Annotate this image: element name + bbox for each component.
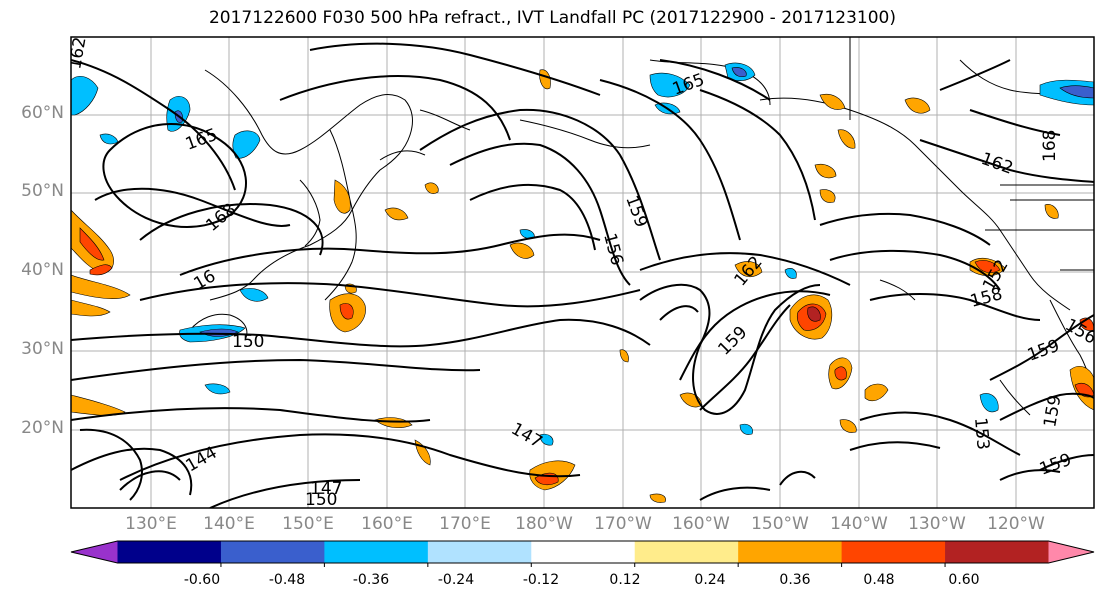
lon-label: 160°W	[672, 514, 730, 534]
colorbar-tick-label: -0.12	[522, 572, 560, 588]
lon-label: 120°W	[987, 514, 1045, 534]
colorbar-segment	[220, 541, 325, 563]
colorbar-outline	[70, 540, 1095, 564]
colorbar-tick-label: -0.48	[268, 572, 306, 588]
map-plot-area: 162 165 165 168 16 150 159 156 162 159 1…	[65, 35, 1094, 510]
lon-label: 170°E	[439, 514, 491, 534]
colorbar-tick-label: 0.12	[609, 572, 641, 588]
colorbar-segment	[738, 541, 843, 563]
lat-label: 20°N	[21, 418, 64, 438]
colorbar-tick-label: 0.48	[863, 572, 895, 588]
colorbar-tick-label: 0.24	[694, 572, 726, 588]
contour-label: 150	[232, 332, 264, 352]
graticule	[71, 37, 1094, 508]
lat-label: 30°N	[21, 339, 64, 359]
colorbar-tick-label: -0.24	[437, 572, 475, 588]
contour-label: 147	[310, 479, 342, 499]
lat-label: 50°N	[21, 181, 64, 201]
colorbar-tick-label: 0.60	[948, 572, 980, 588]
colorbar-tick-label: -0.60	[183, 572, 221, 588]
colorbar-segment	[634, 541, 739, 563]
lon-label: 130°W	[908, 514, 966, 534]
contour-label: 162	[65, 35, 90, 70]
map-frame	[70, 36, 1095, 509]
colorbar	[70, 540, 1095, 567]
colorbar-extend-low	[71, 541, 118, 563]
lat-label: 40°N	[21, 260, 64, 280]
colorbar-extend-high	[1048, 541, 1094, 563]
lon-label: 170°W	[594, 514, 652, 534]
lon-label: 150°E	[282, 514, 334, 534]
colorbar-segment	[324, 541, 429, 563]
lon-label: 180°W	[515, 514, 573, 534]
lon-label: 160°E	[361, 514, 413, 534]
lon-label: 140°E	[203, 514, 255, 534]
colorbar-segment	[427, 541, 532, 563]
colorbar-segment	[531, 541, 636, 563]
colorbar-segment	[945, 541, 1049, 563]
colorbar-segment	[117, 541, 222, 563]
map-title: 2017122600 F030 500 hPa refract., IVT La…	[208, 8, 896, 28]
colorbar-tick-label: -0.36	[352, 572, 390, 588]
height-contours	[71, 42, 1094, 508]
colorbar-segment	[841, 541, 946, 563]
contour-label: 150	[305, 490, 337, 510]
anomaly-patches	[71, 62, 1094, 503]
contour-label: 153	[970, 417, 993, 451]
lon-label: 150°W	[751, 514, 809, 534]
lon-label: 140°W	[830, 514, 888, 534]
contour-label: 168	[1040, 130, 1060, 162]
lat-label: 60°N	[21, 103, 64, 123]
lon-label: 130°E	[125, 514, 177, 534]
colorbar-tick-label: 0.36	[779, 572, 811, 588]
